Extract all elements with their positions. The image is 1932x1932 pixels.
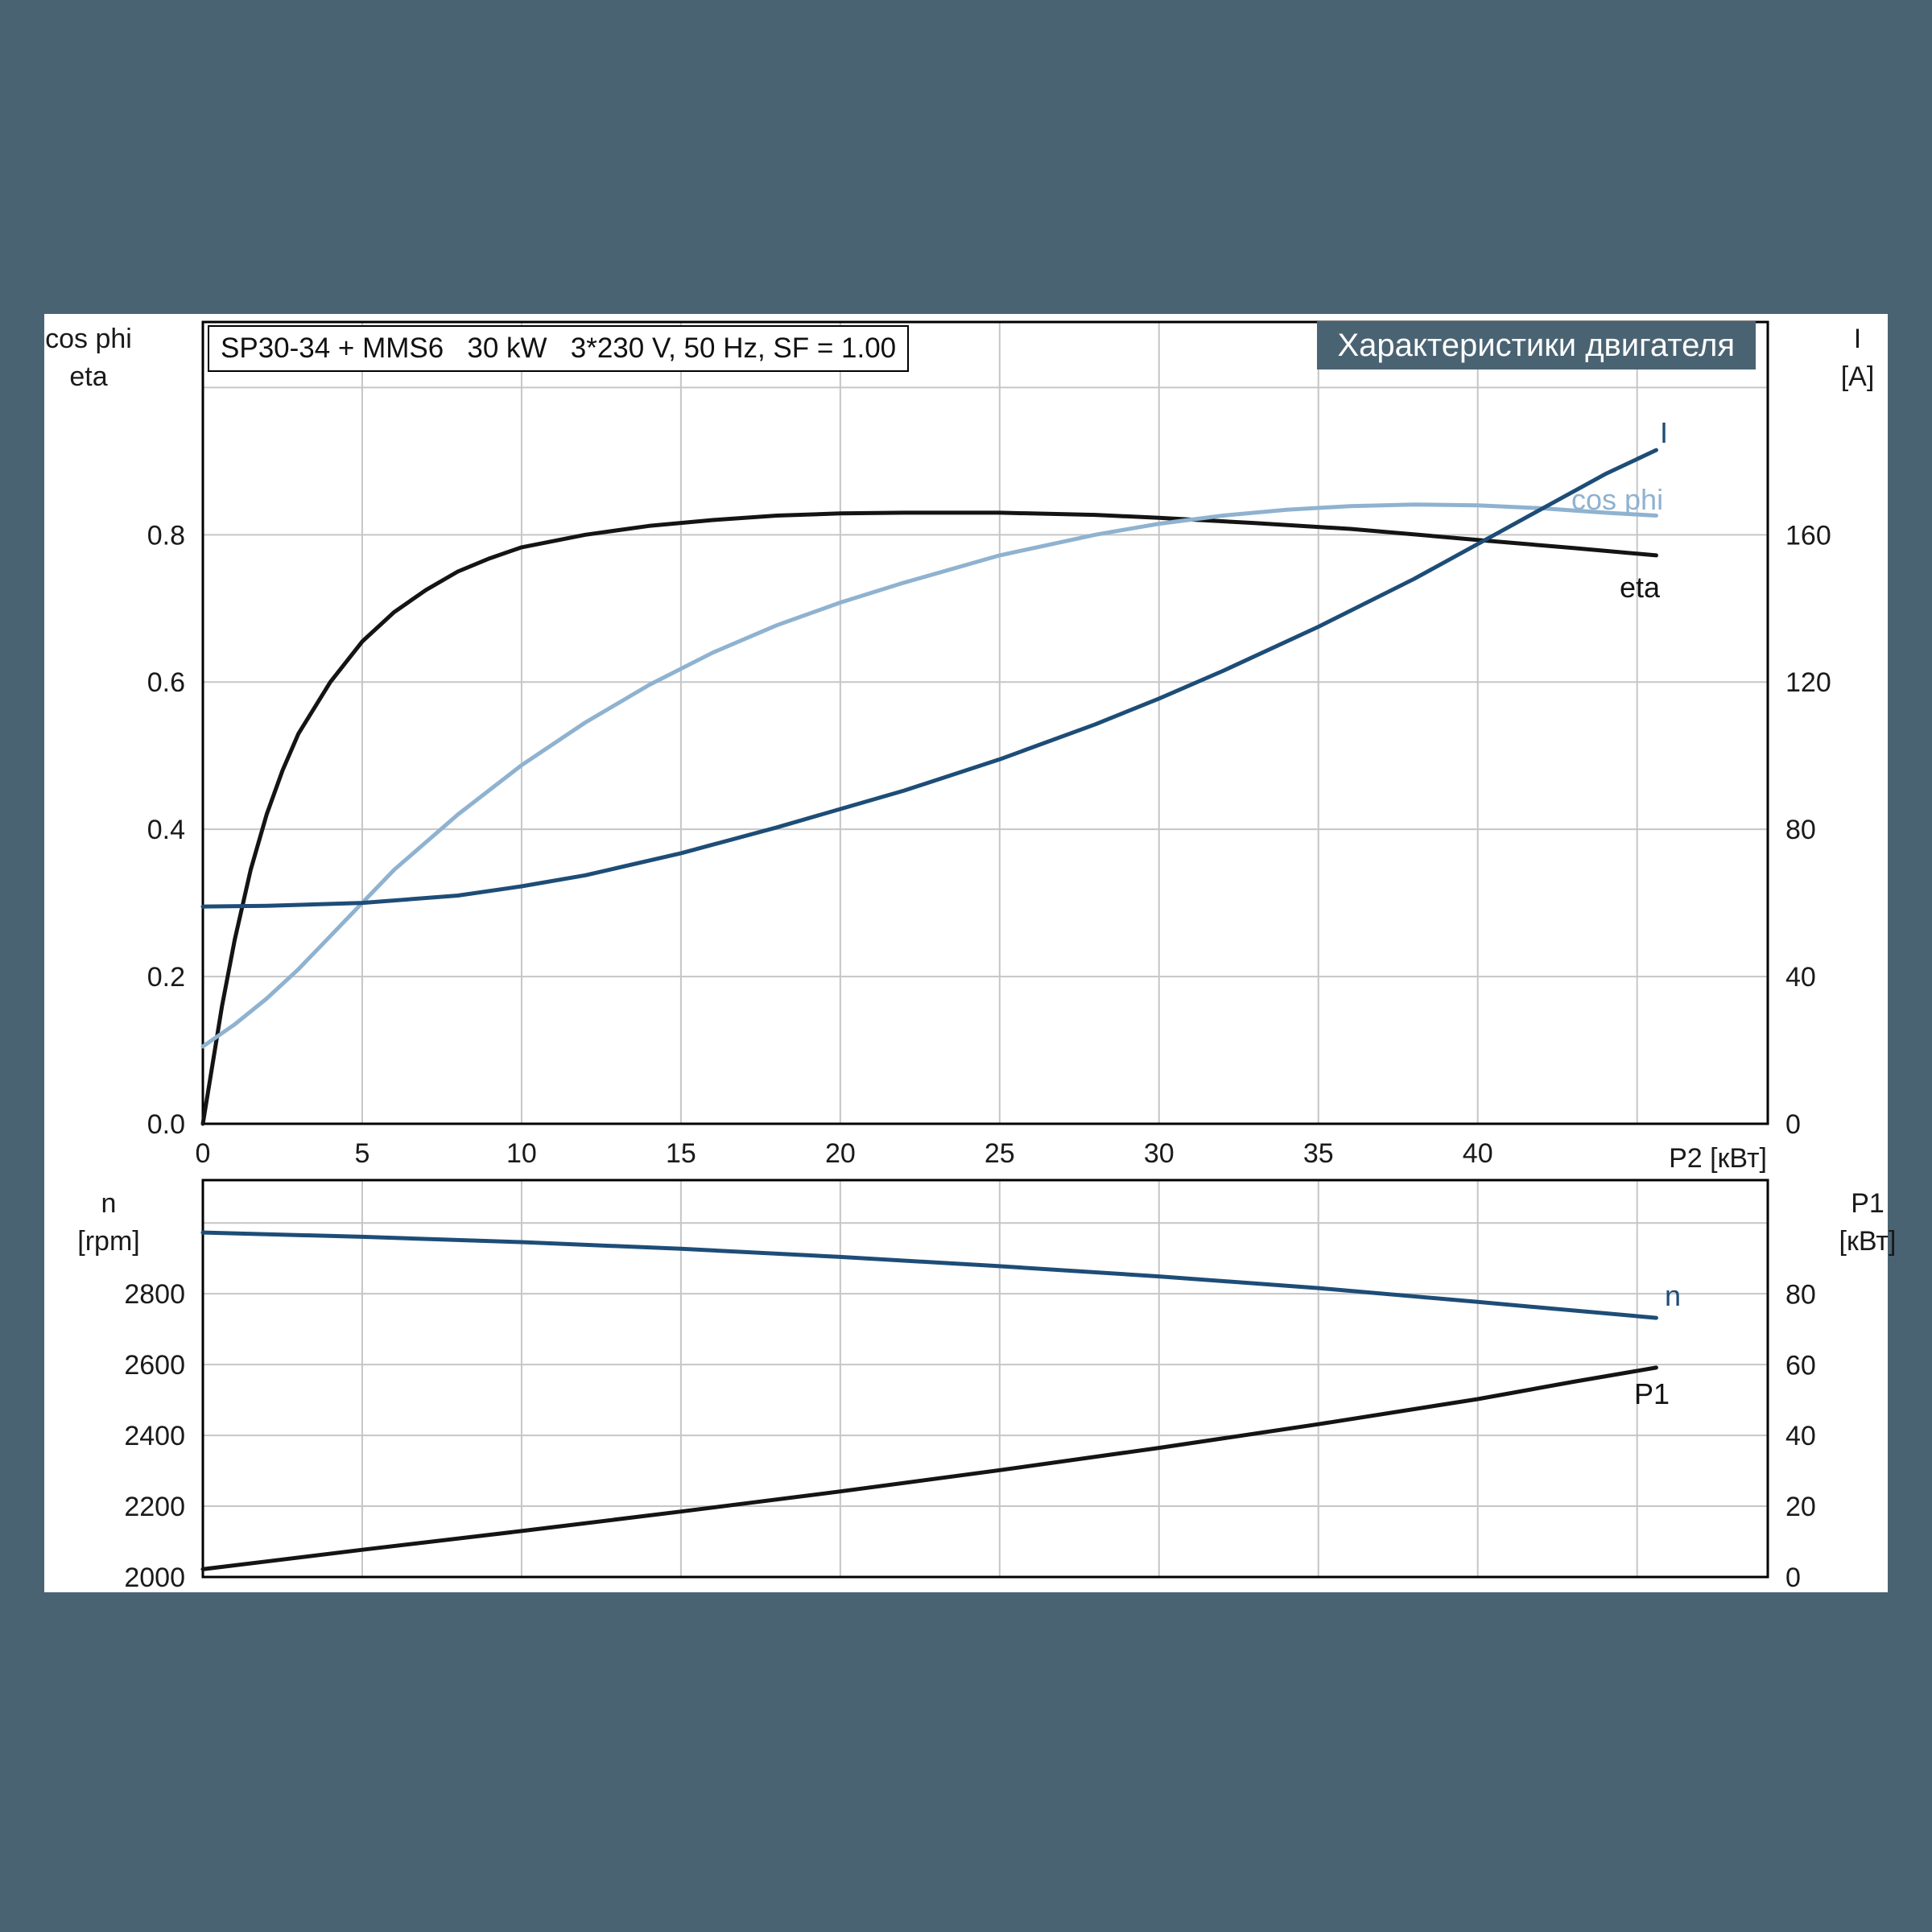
plot-frame <box>201 320 1769 1125</box>
series-cos-phi <box>200 502 1658 1049</box>
y-left-tick-label: 2800 <box>124 1279 185 1310</box>
current-axis-unit: [A] <box>1840 361 1875 392</box>
x-tick-label: 30 <box>1144 1138 1174 1169</box>
chart-spec-title: SP30-34 + MMS6 30 kW 3*230 V, 50 Hz, SF … <box>208 325 910 372</box>
curve-label-eta: eta <box>1620 571 1661 604</box>
p1-axis-unit: [кВт] <box>1839 1226 1897 1257</box>
x-tick-label: 5 <box>355 1138 370 1169</box>
plot-frame <box>201 1179 1769 1579</box>
x-tick-label: 0 <box>196 1138 211 1169</box>
bottom-right-axis-unit: P1 [кВт] <box>1815 1185 1920 1261</box>
y-left-tick-label: 0.0 <box>147 1109 185 1140</box>
y-left-tick-label: 2600 <box>124 1350 185 1381</box>
y-right-tick-label: 0 <box>1785 1109 1801 1140</box>
top-right-axis-unit: I [A] <box>1811 320 1904 396</box>
y-left-tick-label: 0.6 <box>147 667 185 698</box>
y-right-tick-label: 40 <box>1785 1421 1816 1451</box>
y-right-tick-label: 120 <box>1785 667 1831 698</box>
y-right-tick-label: 80 <box>1785 815 1816 845</box>
y-left-tick-label: 0.8 <box>147 520 185 551</box>
curve-label-current: I <box>1660 416 1669 449</box>
x-tick-label: 10 <box>506 1138 537 1169</box>
cos-phi-axis-label: cos phi <box>45 324 132 354</box>
y-left-tick-label: 2200 <box>124 1492 185 1522</box>
x-tick-label: 20 <box>825 1138 856 1169</box>
y-right-tick-label: 60 <box>1785 1350 1816 1381</box>
x-tick-label: 40 <box>1463 1138 1493 1169</box>
curve-label-n: n <box>1665 1279 1682 1312</box>
y-right-tick-label: 40 <box>1785 962 1816 993</box>
y-right-tick-label: 80 <box>1785 1279 1816 1310</box>
y-right-tick-label: 0 <box>1785 1563 1801 1592</box>
current-axis-label: I <box>1853 324 1862 354</box>
y-right-tick-label: 160 <box>1785 520 1831 551</box>
motor-top-chart: 0 5 10 15 20 25 30 35 40 0.0 0.2 0.4 0.6 0.8 0 40 80 120 1… <box>147 320 1831 1169</box>
eta-axis-label: eta <box>69 361 108 392</box>
x-axis-label: P2 [кВт] <box>1669 1143 1767 1174</box>
y-left-tick-label: 0.4 <box>147 815 185 845</box>
x-tick-label: 25 <box>985 1138 1015 1169</box>
x-tick-label: 15 <box>666 1138 696 1169</box>
top-left-axis-unit: cos phi eta <box>36 320 141 396</box>
y-left-tick-label: 2400 <box>124 1421 185 1451</box>
y-left-tick-label: 0.2 <box>147 962 185 993</box>
p1-axis-label: P1 <box>1851 1188 1885 1219</box>
curve-label-cos-phi: cos phi <box>1571 483 1664 516</box>
motor-bottom-chart: 2000 2200 2400 2600 2800 0 20 40 60 80 <box>124 1179 1816 1592</box>
curve-label-p1: P1 <box>1634 1377 1670 1410</box>
speed-axis-unit: [rpm] <box>77 1226 140 1257</box>
y-left-tick-label: 2000 <box>124 1563 185 1592</box>
series-n <box>200 1230 1658 1320</box>
y-right-tick-label: 20 <box>1785 1492 1816 1522</box>
series-eta <box>200 510 1658 1126</box>
x-tick-label: 35 <box>1303 1138 1334 1169</box>
chart-banner-title: Характеристики двигателя <box>1316 321 1756 369</box>
bottom-left-axis-unit: n [rpm] <box>48 1185 169 1261</box>
series-P1 <box>200 1365 1658 1571</box>
series-I <box>200 448 1658 909</box>
speed-axis-label: n <box>101 1188 117 1219</box>
